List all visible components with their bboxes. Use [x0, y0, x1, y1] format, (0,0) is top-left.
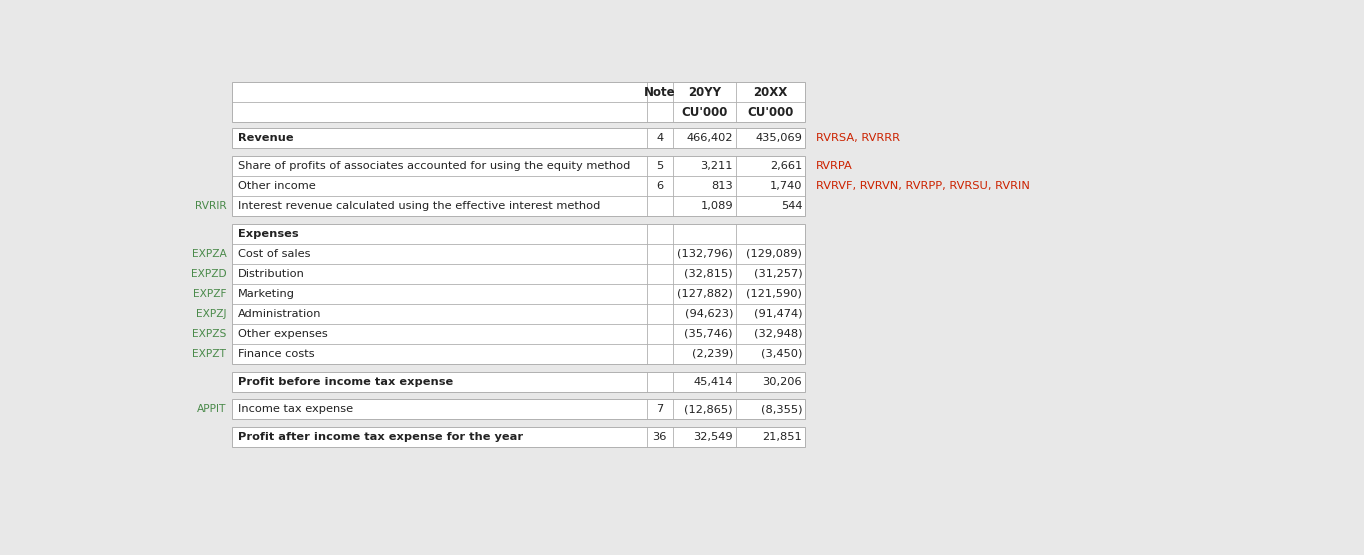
Text: (121,590): (121,590)	[746, 289, 802, 299]
Text: EXPZJ: EXPZJ	[196, 309, 226, 319]
Text: RVRPA: RVRPA	[816, 161, 852, 171]
Text: Profit after income tax expense for the year: Profit after income tax expense for the …	[237, 432, 522, 442]
Text: Expenses: Expenses	[237, 229, 299, 239]
Text: (127,882): (127,882)	[677, 289, 732, 299]
Text: 544: 544	[780, 201, 802, 211]
Text: 6: 6	[656, 181, 663, 191]
Text: 3,211: 3,211	[701, 161, 732, 171]
Text: Distribution: Distribution	[237, 269, 304, 279]
Text: EXPZD: EXPZD	[191, 269, 226, 279]
Text: 7: 7	[656, 404, 663, 414]
Text: (3,450): (3,450)	[761, 349, 802, 359]
Text: RVRIR: RVRIR	[195, 201, 226, 211]
Text: 45,414: 45,414	[693, 376, 732, 386]
Bar	[232, 399, 805, 419]
Text: Other expenses: Other expenses	[237, 329, 327, 339]
Text: EXPZF: EXPZF	[192, 289, 226, 299]
Text: 4: 4	[656, 133, 663, 143]
Text: 1,089: 1,089	[700, 201, 732, 211]
Text: EXPZT: EXPZT	[192, 349, 226, 359]
Text: Profit before income tax expense: Profit before income tax expense	[237, 376, 453, 386]
Text: (32,815): (32,815)	[685, 269, 732, 279]
Text: Cost of sales: Cost of sales	[237, 249, 311, 259]
Text: (91,474): (91,474)	[754, 309, 802, 319]
Text: (129,089): (129,089)	[746, 249, 802, 259]
Text: Note: Note	[644, 85, 675, 98]
Bar	[232, 82, 805, 122]
Text: 813: 813	[711, 181, 732, 191]
Bar	[232, 371, 805, 391]
Text: Marketing: Marketing	[237, 289, 295, 299]
Text: 5: 5	[656, 161, 663, 171]
Text: 466,402: 466,402	[686, 133, 732, 143]
Text: RVRVF, RVRVN, RVRPP, RVRSU, RVRIN: RVRVF, RVRVN, RVRPP, RVRSU, RVRIN	[816, 181, 1030, 191]
Text: (31,257): (31,257)	[753, 269, 802, 279]
Text: (8,355): (8,355)	[761, 404, 802, 414]
Text: Finance costs: Finance costs	[237, 349, 315, 359]
Text: APPIT: APPIT	[196, 404, 226, 414]
Text: Administration: Administration	[237, 309, 322, 319]
Text: 30,206: 30,206	[762, 376, 802, 386]
Text: 36: 36	[652, 432, 667, 442]
Text: (132,796): (132,796)	[677, 249, 732, 259]
Text: Income tax expense: Income tax expense	[237, 404, 353, 414]
Text: (12,865): (12,865)	[685, 404, 732, 414]
Text: CU'000: CU'000	[681, 105, 727, 119]
Text: 21,851: 21,851	[762, 432, 802, 442]
Bar	[232, 224, 805, 364]
Text: EXPZA: EXPZA	[191, 249, 226, 259]
Text: 2,661: 2,661	[771, 161, 802, 171]
Text: (35,746): (35,746)	[685, 329, 732, 339]
Text: 435,069: 435,069	[756, 133, 802, 143]
Text: Other income: Other income	[237, 181, 315, 191]
Text: 20YY: 20YY	[687, 85, 722, 98]
Bar	[232, 156, 805, 216]
Text: Interest revenue calculated using the effective interest method: Interest revenue calculated using the ef…	[237, 201, 600, 211]
Text: (94,623): (94,623)	[685, 309, 732, 319]
Text: (32,948): (32,948)	[754, 329, 802, 339]
Text: Revenue: Revenue	[237, 133, 293, 143]
Bar	[232, 427, 805, 447]
Text: CU'000: CU'000	[747, 105, 794, 119]
Text: Share of profits of associates accounted for using the equity method: Share of profits of associates accounted…	[237, 161, 630, 171]
Text: 20XX: 20XX	[753, 85, 788, 98]
Text: 1,740: 1,740	[769, 181, 802, 191]
Text: EXPZS: EXPZS	[192, 329, 226, 339]
Text: RVRSA, RVRRR: RVRSA, RVRRR	[816, 133, 900, 143]
Text: (2,239): (2,239)	[692, 349, 732, 359]
Bar	[232, 128, 805, 148]
Text: 32,549: 32,549	[693, 432, 732, 442]
